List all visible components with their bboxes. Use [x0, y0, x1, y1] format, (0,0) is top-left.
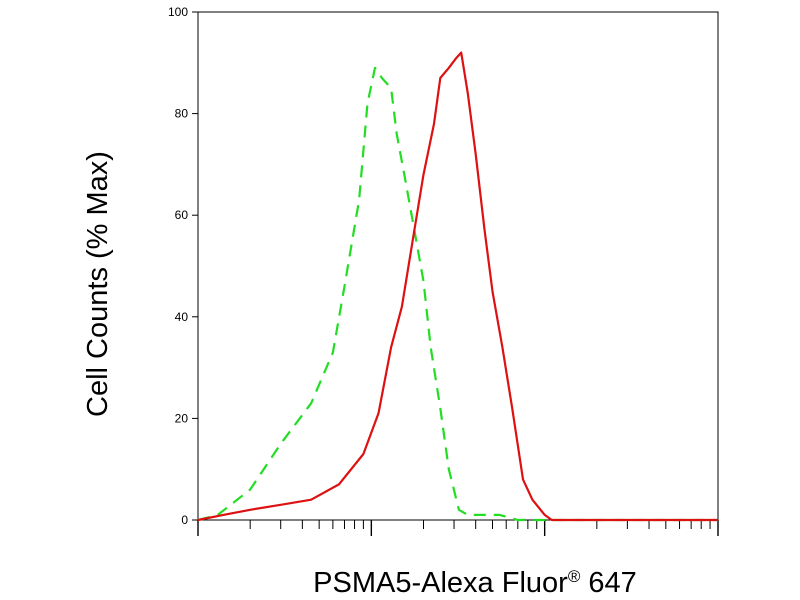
plot-axes: 0 20 40 60 80 100: [168, 5, 719, 536]
y-tick-label: 80: [175, 107, 189, 121]
y-tick-label: 100: [168, 5, 188, 19]
x-axis-label: PSMA5-Alexa Fluor® 647: [313, 567, 637, 599]
series-line-solid: [197, 51, 718, 522]
y-tick-label: 20: [175, 411, 189, 425]
y-tick-label: 60: [175, 208, 189, 222]
series-line-dashed: [197, 66, 718, 522]
x-axis-label-suffix: 647: [580, 567, 636, 599]
y-tick-label: 40: [175, 310, 189, 324]
y-tick-label: 0: [181, 513, 188, 527]
x-axis-label-main: PSMA5-Alexa Fluor: [313, 567, 568, 599]
series-layer: [197, 51, 718, 522]
x-axis-label-registered-mark: ®: [568, 567, 581, 586]
plot-frame: [197, 11, 719, 521]
y-axis-label: Cell Counts (% Max): [82, 151, 114, 417]
